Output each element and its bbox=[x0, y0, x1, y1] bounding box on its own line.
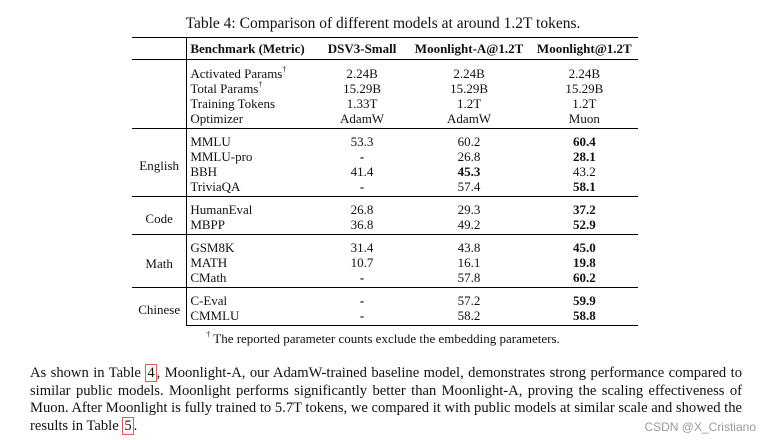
cell-dsv3: - bbox=[359, 179, 365, 194]
table-row: MBPP 36.8 49.2 52.9 bbox=[132, 217, 638, 235]
cell-moonlight-best: 19.8 bbox=[572, 255, 596, 270]
cell-dsv3: 36.8 bbox=[350, 217, 374, 232]
cell-dsv3: - bbox=[359, 293, 365, 308]
cell-moonlight-a: 60.2 bbox=[407, 128, 531, 149]
cell-moonlight-a: 26.8 bbox=[457, 149, 481, 164]
cell-dsv3: 41.4 bbox=[350, 164, 374, 179]
category-english: English bbox=[132, 128, 188, 197]
table-footnote: † The reported parameter counts exclude … bbox=[0, 331, 766, 347]
cell-moonlight-best: 60.4 bbox=[572, 134, 596, 149]
table-row: TriviaQA - 57.4 58.1 bbox=[132, 179, 638, 197]
footnote-text: The reported parameter counts exclude th… bbox=[213, 331, 560, 346]
cell-moonlight: 1.2T bbox=[572, 96, 597, 111]
cell-dsv3: - bbox=[359, 149, 365, 164]
paragraph-text: , Moonlight-A, our AdamW-trained baselin… bbox=[30, 365, 742, 434]
table-row: Math GSM8K 31.4 43.8 45.0 bbox=[132, 234, 638, 288]
body-paragraph: As shown in Table 4, Moonlight-A, our Ad… bbox=[30, 364, 742, 435]
cell-moonlight-a: 57.4 bbox=[457, 179, 481, 194]
benchmark-name: TriviaQA bbox=[190, 179, 241, 194]
table-row: CMath - 57.8 60.2 bbox=[132, 270, 638, 288]
header-benchmark: Benchmark (Metric) bbox=[186, 37, 317, 60]
cell-moonlight-best: 58.1 bbox=[572, 179, 596, 194]
cell-dsv3: 2.24B bbox=[346, 66, 378, 81]
cell-moonlight: 43.2 bbox=[572, 164, 596, 179]
table-row: English MMLU 53.3 60.2 60.4 bbox=[132, 128, 638, 197]
cell-dsv3: - bbox=[359, 270, 365, 285]
cell-moonlight-a: 16.1 bbox=[457, 255, 481, 270]
table-row: Activated Params† 2.24B 2.24B 2.24B bbox=[132, 66, 638, 81]
param-label: Training Tokens bbox=[190, 96, 275, 111]
cell-moonlight-a: 43.8 bbox=[407, 234, 531, 255]
cell-moonlight-a: 57.8 bbox=[457, 270, 481, 285]
table-row: Training Tokens 1.33T 1.2T 1.2T bbox=[132, 96, 638, 111]
cell-moonlight-a: AdamW bbox=[447, 111, 492, 126]
cell-dsv3: 10.7 bbox=[350, 255, 374, 270]
cell-moonlight-a: 15.29B bbox=[450, 81, 489, 96]
cell-moonlight: 2.24B bbox=[568, 66, 601, 81]
cell-moonlight-best: 60.2 bbox=[572, 270, 596, 285]
cell-dsv3: 26.8 bbox=[316, 196, 408, 217]
param-label: Total Params bbox=[190, 81, 259, 96]
cell-moonlight-best: 59.9 bbox=[572, 293, 596, 308]
benchmark-name: CMMLU bbox=[186, 308, 317, 326]
dagger-mark: † bbox=[206, 330, 211, 339]
cell-moonlight-a: 2.24B bbox=[453, 66, 485, 81]
cell-moonlight: Muon bbox=[568, 111, 600, 126]
paragraph-text: . bbox=[133, 417, 138, 434]
param-label: Optimizer bbox=[190, 111, 244, 126]
table-row: MMLU-pro - 26.8 28.1 bbox=[132, 149, 638, 164]
cell-moonlight-best: 58.8 bbox=[572, 308, 596, 323]
cell-dsv3: 31.4 bbox=[316, 234, 408, 255]
cell-dsv3: 53.3 bbox=[316, 128, 408, 149]
cell-moonlight-a: 49.2 bbox=[457, 217, 481, 232]
benchmark-name: MBPP bbox=[190, 217, 226, 232]
cell-dsv3: - bbox=[359, 308, 365, 323]
cell-moonlight-best: 52.9 bbox=[572, 217, 596, 232]
benchmark-name: GSM8K bbox=[186, 234, 317, 255]
table-row: Chinese C-Eval - 57.2 59.9 bbox=[132, 287, 638, 326]
table-row: CMMLU - 58.2 58.8 bbox=[132, 308, 638, 326]
table-row: MATH 10.7 16.1 19.8 bbox=[132, 255, 638, 270]
cell-moonlight-a: 58.2 bbox=[407, 308, 531, 326]
cell-dsv3: 15.29B bbox=[343, 81, 382, 96]
cell-moonlight-best: 45.0 bbox=[572, 240, 596, 255]
header-moonlight-a: Moonlight-A@1.2T bbox=[407, 37, 531, 60]
header-category-cell bbox=[132, 37, 188, 60]
benchmark-name: MATH bbox=[190, 255, 228, 270]
dagger-mark: † bbox=[282, 65, 287, 74]
watermark: CSDN @X_Cristiano bbox=[644, 420, 756, 434]
header-dsv3-small: DSV3-Small bbox=[316, 37, 408, 60]
cell-moonlight-a: 29.3 bbox=[407, 196, 531, 217]
table-row: Total Params† 15.29B 15.29B 15.29B bbox=[132, 81, 638, 96]
table-ref-link[interactable]: 4 bbox=[145, 364, 157, 382]
header-moonlight: Moonlight@1.2T bbox=[530, 37, 638, 60]
table-header-row: Benchmark (Metric) DSV3-Small Moonlight-… bbox=[132, 37, 638, 60]
cell-moonlight-best: 37.2 bbox=[572, 202, 596, 217]
paragraph-text: As shown in Table bbox=[30, 365, 146, 381]
benchmark-name: MMLU-pro bbox=[190, 149, 253, 164]
cell-dsv3: AdamW bbox=[340, 111, 385, 126]
category-chinese: Chinese bbox=[132, 287, 188, 326]
table-ref-link[interactable]: 5 bbox=[122, 416, 134, 435]
cell-moonlight-a: 1.2T bbox=[456, 96, 482, 111]
benchmark-name: MMLU bbox=[186, 128, 317, 149]
param-label: Activated Params bbox=[190, 66, 283, 81]
benchmark-name: CMath bbox=[190, 270, 227, 285]
category-math: Math bbox=[132, 234, 188, 288]
benchmark-name: HumanEval bbox=[186, 196, 317, 217]
category-code: Code bbox=[132, 196, 188, 235]
cell-moonlight-a: 57.2 bbox=[407, 287, 531, 308]
comparison-table: Benchmark (Metric) DSV3-Small Moonlight-… bbox=[132, 37, 638, 326]
cell-dsv3: 1.33T bbox=[346, 96, 378, 111]
benchmark-name: BBH bbox=[190, 164, 218, 179]
table-caption: Table 4: Comparison of different models … bbox=[185, 15, 581, 32]
table-row: BBH 41.4 45.3 43.2 bbox=[132, 164, 638, 179]
table-row: Code HumanEval 26.8 29.3 37.2 bbox=[132, 196, 638, 235]
table-row: Optimizer AdamW AdamW Muon bbox=[132, 111, 638, 129]
dagger-mark: † bbox=[258, 80, 263, 89]
benchmark-name: C-Eval bbox=[186, 287, 317, 308]
cell-moonlight-a-best: 45.3 bbox=[457, 164, 481, 179]
cell-moonlight: 15.29B bbox=[565, 81, 604, 96]
cell-moonlight-best: 28.1 bbox=[572, 149, 596, 164]
